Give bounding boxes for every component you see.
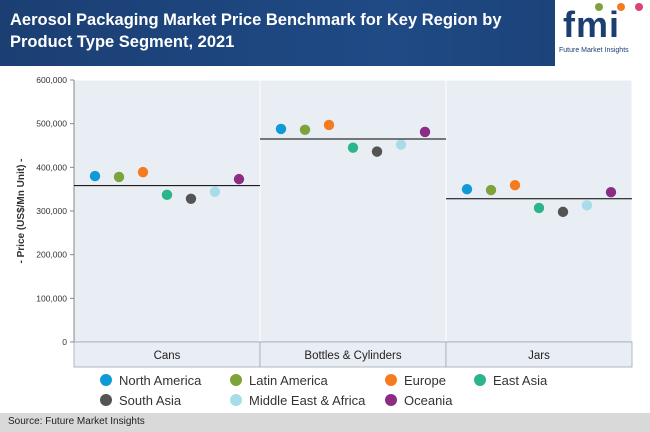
y-tick-label: 200,000 — [36, 250, 67, 260]
category-panel — [259, 79, 447, 343]
legend-label: Oceania — [404, 393, 453, 408]
legend-label: North America — [119, 373, 202, 388]
source-note: Source: Future Market Insights — [8, 416, 145, 427]
legend-label: East Asia — [493, 373, 548, 388]
category-label-cell — [445, 341, 633, 368]
data-point — [419, 126, 431, 138]
data-point — [113, 171, 125, 183]
data-point — [323, 119, 335, 131]
category-label-cell — [259, 341, 447, 368]
legend-marker — [230, 394, 242, 406]
chart-title: Aerosol Packaging Market Price Benchmark… — [10, 11, 502, 51]
x-tick-label: Bottles & Cylinders — [304, 350, 401, 362]
y-tick-label: 600,000 — [36, 75, 67, 85]
legend-label: Latin America — [249, 373, 328, 388]
data-point — [509, 180, 521, 191]
data-point — [89, 170, 101, 182]
legend-item: North America — [100, 373, 201, 388]
chart-legend: North America Latin America Europe East Asi… — [100, 373, 640, 413]
legend-marker — [474, 374, 486, 386]
y-tick-label: 100,000 — [36, 293, 67, 303]
logo-text: fmi — [563, 4, 620, 45]
x-tick-label: Cans — [154, 350, 181, 362]
y-tick-label: 0 — [62, 337, 67, 347]
category-label-cell — [73, 341, 261, 368]
data-point — [581, 200, 593, 211]
legend-label: Middle East & Africa — [249, 393, 366, 408]
data-point — [275, 123, 287, 135]
logo-dot-green — [595, 3, 603, 11]
data-point — [209, 186, 221, 197]
data-point — [605, 187, 617, 198]
data-point — [461, 183, 473, 195]
data-point — [557, 206, 569, 218]
legend-item: Latin America — [230, 373, 328, 388]
chart-area: 0 100,000 200,000 300,000 400,000 500,000 600,… — [16, 75, 633, 368]
data-point — [533, 202, 545, 214]
legend-item: East Asia — [474, 373, 547, 388]
data-point — [347, 142, 359, 153]
data-point — [185, 193, 197, 204]
category-panel — [73, 79, 261, 343]
legend-label: Europe — [404, 373, 446, 388]
legend-label: South Asia — [119, 393, 182, 408]
fmi-logo: fmi Future Market Insights — [555, 0, 650, 66]
logo-dot-orange — [617, 3, 625, 11]
data-point — [161, 189, 173, 201]
data-point — [371, 146, 383, 157]
legend-marker — [100, 394, 112, 406]
data-point — [137, 166, 149, 178]
y-tick-label: 500,000 — [36, 119, 67, 129]
legend-item: Oceania — [385, 393, 452, 408]
data-point — [299, 124, 311, 135]
legend-item: Europe — [385, 373, 446, 388]
y-tick-label: 300,000 — [36, 206, 67, 216]
footer-bar: Source: Future Market Insights — [0, 413, 650, 432]
legend-item: South Asia — [100, 393, 181, 408]
data-point — [485, 184, 497, 196]
y-axis-label: - Price (US$/Mn Unit) - — [16, 158, 27, 263]
legend-marker — [385, 374, 397, 386]
logo-subtitle: Future Market Insights — [559, 47, 629, 54]
x-tick-label: Jars — [528, 350, 550, 362]
legend-marker — [385, 394, 397, 406]
legend-marker — [230, 374, 242, 386]
data-point — [395, 139, 407, 150]
legend-marker — [100, 374, 112, 386]
y-tick-label: 400,000 — [36, 162, 67, 172]
data-point — [233, 173, 245, 185]
logo-dot-pink — [635, 3, 643, 11]
legend-item: Middle East & Africa — [230, 393, 365, 408]
header-banner: Aerosol Packaging Market Price Benchmark… — [0, 0, 650, 66]
